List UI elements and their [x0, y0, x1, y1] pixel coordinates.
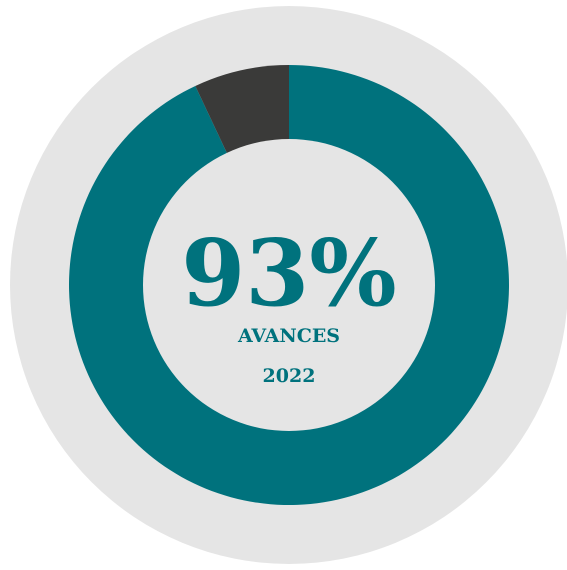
center-label-text: AVANCES	[237, 325, 340, 347]
center-year-text: 2022	[263, 365, 316, 387]
inner-disc	[143, 139, 435, 431]
center-percent-text: 93%	[181, 219, 396, 327]
